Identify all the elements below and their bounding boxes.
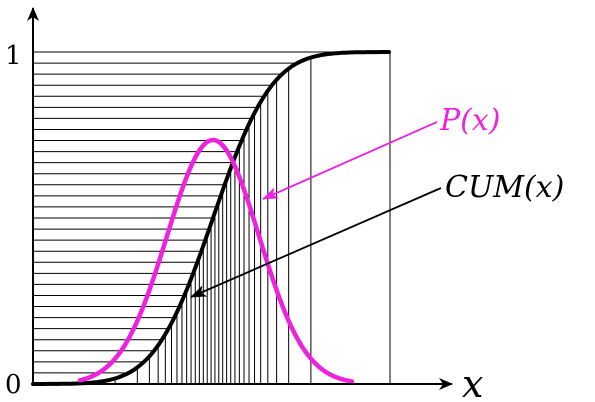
- cdf-curve: [31, 50, 391, 386]
- horizontal-grid-lines: [33, 51, 390, 374]
- pdf-pointer-arrow: [262, 121, 438, 200]
- cdf-pointer-arrow: [190, 187, 442, 298]
- vertical-grid-lines: [114, 52, 391, 384]
- y-tick-label-zero: 0: [5, 370, 22, 400]
- pdf-label: P(x): [439, 103, 501, 138]
- x-axis-label: x: [462, 362, 483, 402]
- pdf-curve: [77, 137, 355, 384]
- y-tick-label-one: 1: [5, 41, 22, 71]
- cdf-label: CUM(x): [445, 170, 564, 205]
